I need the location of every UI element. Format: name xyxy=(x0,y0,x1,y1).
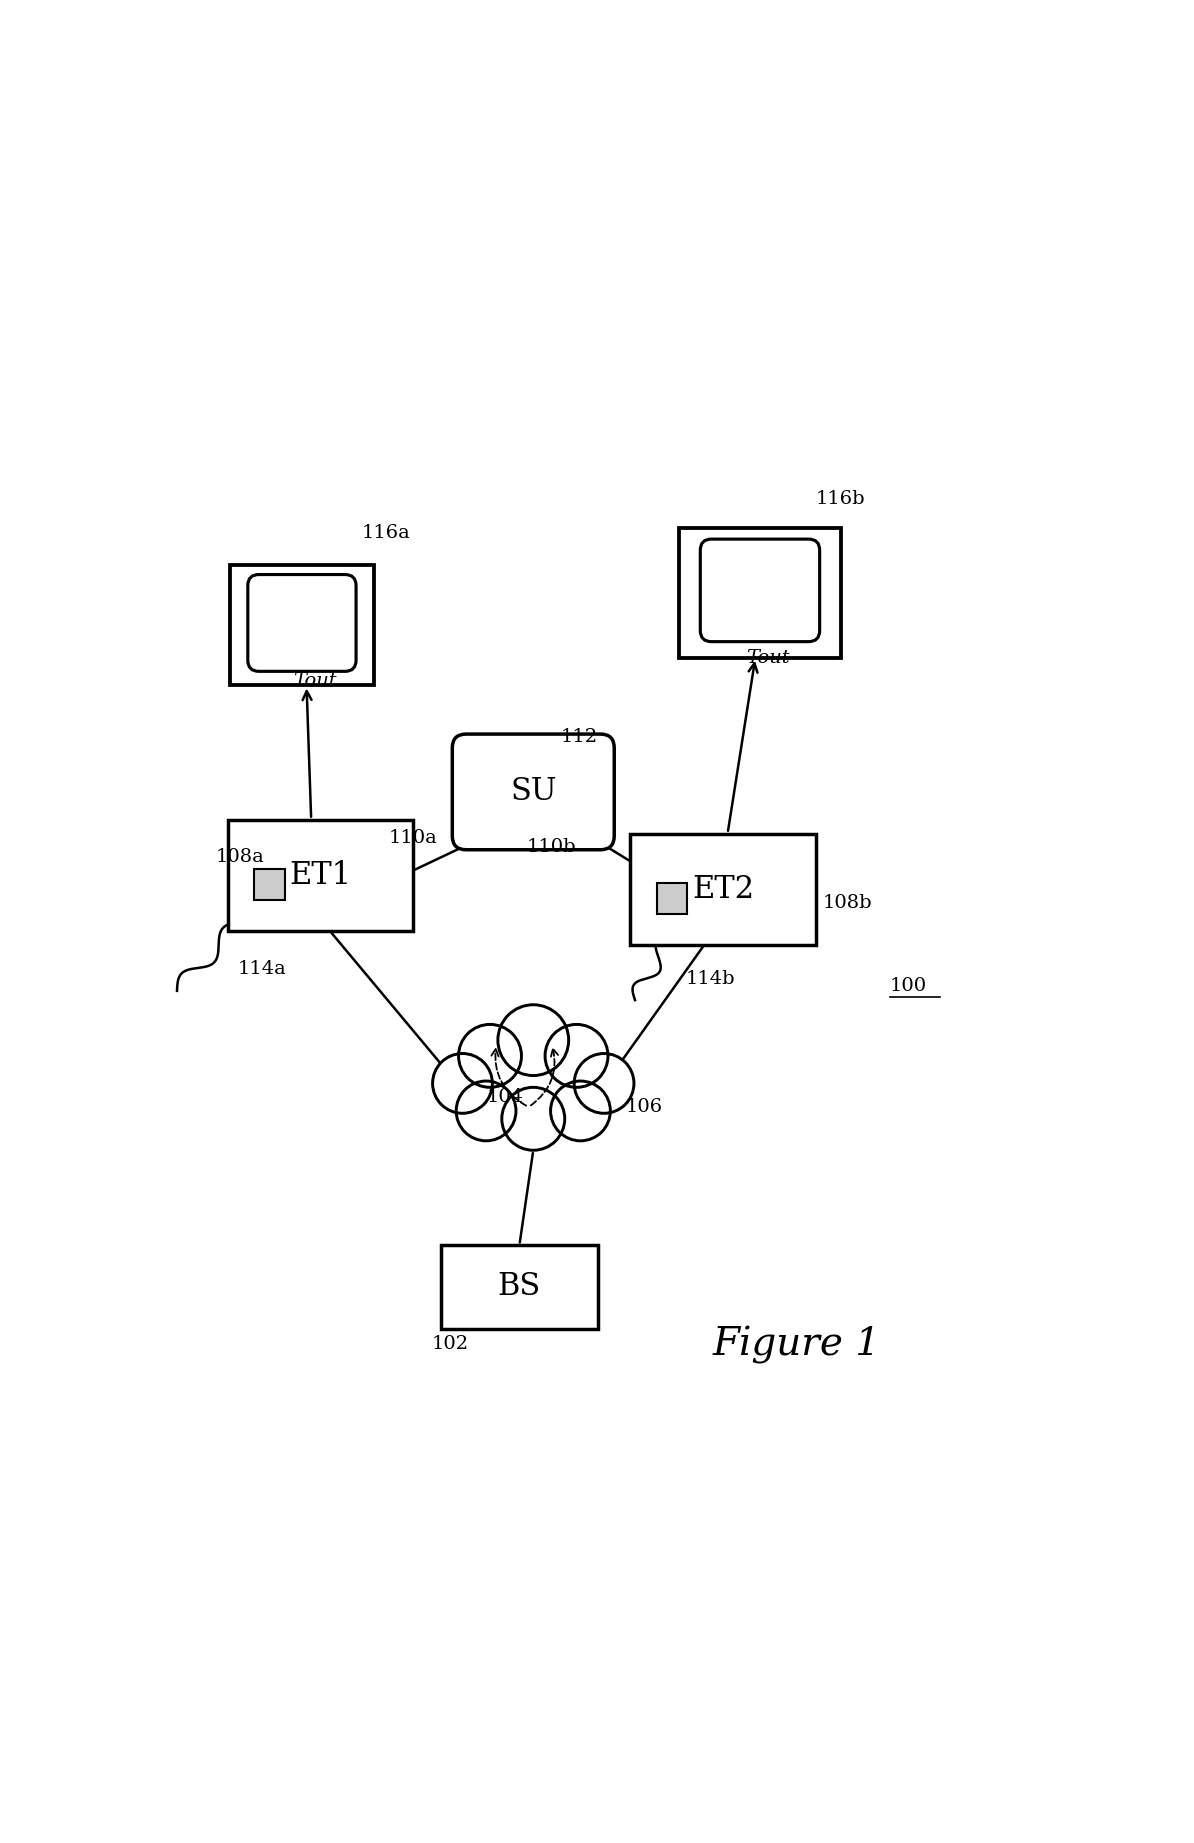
Bar xyxy=(679,529,841,658)
Text: 116a: 116a xyxy=(362,523,411,542)
Text: 106: 106 xyxy=(626,1098,663,1115)
Text: SU: SU xyxy=(510,776,556,807)
Bar xyxy=(228,820,413,931)
Circle shape xyxy=(456,1082,516,1141)
Text: 102: 102 xyxy=(431,1334,468,1353)
Text: 108a: 108a xyxy=(216,848,265,866)
FancyBboxPatch shape xyxy=(701,540,819,641)
Text: 114b: 114b xyxy=(687,969,736,988)
Text: 110a: 110a xyxy=(388,829,437,848)
FancyBboxPatch shape xyxy=(453,734,614,850)
Text: Tout: Tout xyxy=(293,673,337,689)
Text: 100: 100 xyxy=(890,977,927,995)
Text: ET1: ET1 xyxy=(289,859,351,890)
Text: 108b: 108b xyxy=(823,894,873,912)
Text: 110b: 110b xyxy=(527,839,577,857)
Text: 116b: 116b xyxy=(816,490,866,509)
Bar xyxy=(441,1246,598,1329)
Text: 112: 112 xyxy=(561,728,598,746)
Text: ET2: ET2 xyxy=(691,874,755,905)
Text: BS: BS xyxy=(498,1272,541,1303)
Bar xyxy=(657,883,688,914)
Circle shape xyxy=(432,1054,492,1113)
Text: 114a: 114a xyxy=(238,960,285,979)
Circle shape xyxy=(501,1087,565,1150)
Text: 104: 104 xyxy=(487,1087,524,1106)
Text: Tout: Tout xyxy=(746,649,789,667)
Circle shape xyxy=(498,1004,568,1076)
FancyBboxPatch shape xyxy=(248,575,356,671)
Circle shape xyxy=(458,1025,522,1087)
Bar xyxy=(630,833,816,945)
Text: Figure 1: Figure 1 xyxy=(713,1327,881,1364)
Bar xyxy=(230,566,374,686)
Circle shape xyxy=(550,1082,610,1141)
Circle shape xyxy=(574,1054,634,1113)
Bar xyxy=(254,870,285,899)
Circle shape xyxy=(546,1025,608,1087)
